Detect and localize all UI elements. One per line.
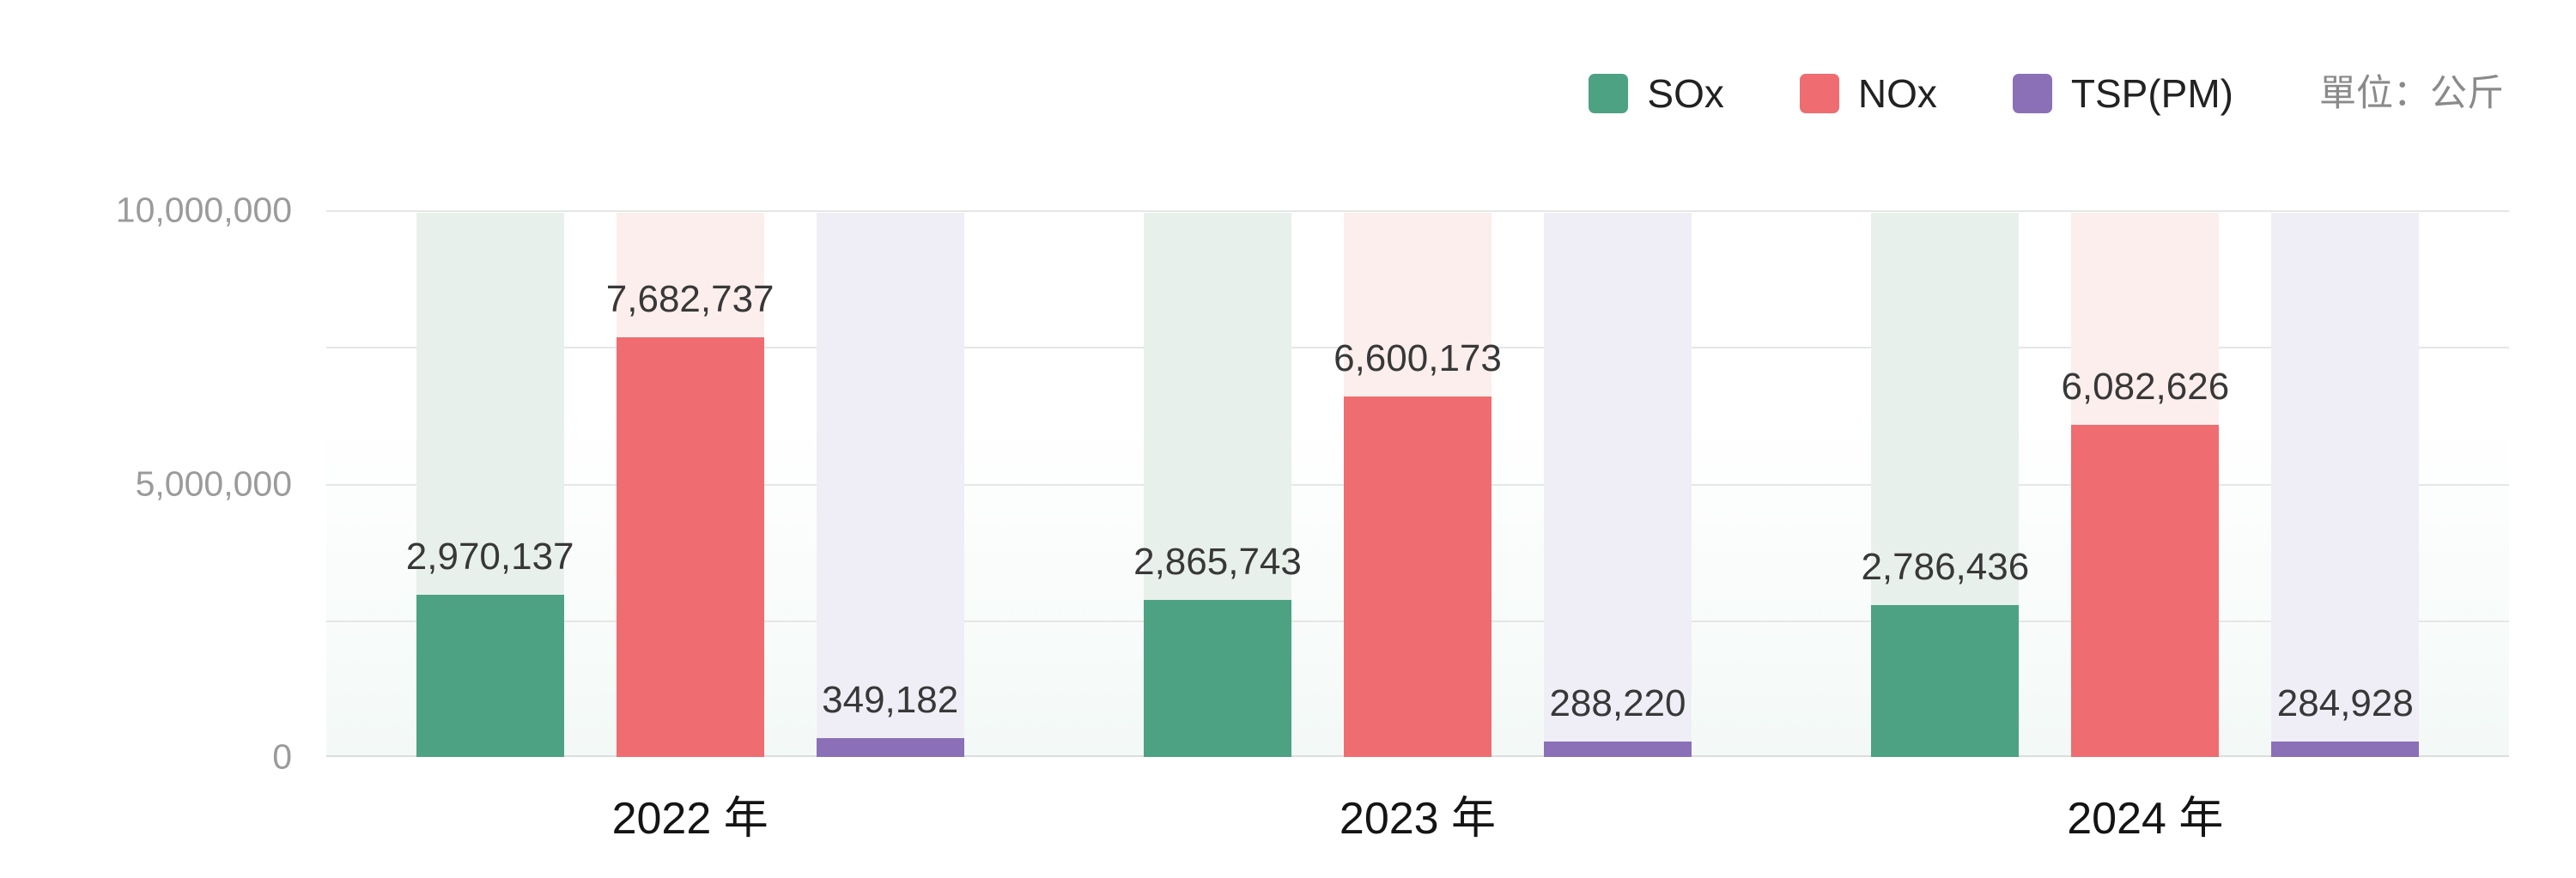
bar-sox-1[interactable] bbox=[1143, 600, 1291, 757]
legend-swatch-tsp-icon bbox=[2012, 74, 2052, 113]
bar-background-band bbox=[2271, 213, 2420, 757]
bar-cell-tsppm-0: 349,182 bbox=[816, 210, 964, 757]
bar-value-label: 7,682,737 bbox=[605, 277, 775, 320]
bar-value-label: 284,928 bbox=[2276, 681, 2414, 724]
bar-value-label: 349,182 bbox=[822, 678, 959, 721]
bar-tsppm-2[interactable] bbox=[2271, 741, 2420, 757]
bar-group-2022年: 2,970,137 7,682,737 349,182 bbox=[326, 210, 1054, 757]
chart-legend: SOx NOx TSP(PM) 單位：公斤 bbox=[1513, 74, 2504, 113]
bar-sox-0[interactable] bbox=[416, 594, 564, 757]
bar-nox-0[interactable] bbox=[616, 336, 764, 757]
bar-value-label: 2,786,436 bbox=[1861, 545, 2030, 588]
bar-value-label: 6,600,173 bbox=[1334, 336, 1502, 379]
bar-cell-nox-0: 7,682,737 bbox=[606, 210, 775, 757]
bar-nox-2[interactable] bbox=[2071, 424, 2220, 757]
x-axis-label-2022年: 2022 年 bbox=[611, 794, 769, 844]
legend-swatch-nox-icon bbox=[1799, 74, 1839, 113]
bar-tsppm-1[interactable] bbox=[1543, 741, 1692, 757]
x-axis-label-2023年: 2023 年 bbox=[1339, 794, 1497, 844]
bar-cell-sox-0: 2,970,137 bbox=[406, 210, 574, 757]
legend-item-sox[interactable]: SOx bbox=[1589, 71, 1724, 116]
gridline-10000000 bbox=[326, 210, 2509, 212]
y-tick-5000000: 5,000,000 bbox=[135, 463, 292, 503]
legend-label-tsp: TSP(PM) bbox=[2070, 71, 2233, 116]
bar-cell-sox-2: 2,786,436 bbox=[1861, 210, 2029, 757]
legend-item-nox[interactable]: NOx bbox=[1799, 71, 1937, 116]
bar-tsppm-0[interactable] bbox=[816, 737, 964, 757]
y-tick-0: 0 bbox=[272, 736, 292, 777]
bar-value-label: 6,082,626 bbox=[2061, 365, 2230, 408]
bar-group-2024年: 2,786,436 6,082,626 284,928 bbox=[1782, 210, 2509, 757]
bar-cell-tsppm-1: 288,220 bbox=[1543, 210, 1692, 757]
bar-cell-nox-2: 6,082,626 bbox=[2061, 210, 2229, 757]
x-axis-label-2024年: 2024 年 bbox=[2067, 794, 2224, 844]
y-tick-10000000: 10,000,000 bbox=[115, 190, 292, 230]
bar-cell-tsppm-2: 284,928 bbox=[2271, 210, 2420, 757]
legend-label-sox: SOx bbox=[1647, 71, 1724, 116]
bar-cell-sox-1: 2,865,743 bbox=[1133, 210, 1302, 757]
bar-value-label: 2,970,137 bbox=[405, 535, 574, 578]
plot-area: 2,970,137 7,682,737 349,182 2,865,743 6,600,… bbox=[326, 210, 2509, 757]
bar-nox-1[interactable] bbox=[1343, 396, 1492, 757]
bar-sox-2[interactable] bbox=[1871, 604, 2020, 757]
bar-background-band bbox=[1543, 213, 1692, 757]
unit-label: 單位：公斤 bbox=[2319, 72, 2504, 114]
x-axis-labels: 2022 年 2023 年 2024 年 bbox=[326, 794, 2509, 844]
legend-label-nox: NOx bbox=[1857, 71, 1937, 116]
bar-background-band bbox=[816, 213, 964, 757]
legend-swatch-sox-icon bbox=[1589, 74, 1629, 113]
bar-group-2023年: 2,865,743 6,600,173 288,220 bbox=[1054, 210, 1781, 757]
bar-value-label: 288,220 bbox=[1549, 681, 1686, 724]
legend-item-tsp[interactable]: TSP(PM) bbox=[2012, 71, 2233, 116]
bar-value-label: 2,865,743 bbox=[1133, 541, 1302, 584]
bar-cell-nox-1: 6,600,173 bbox=[1334, 210, 1502, 757]
